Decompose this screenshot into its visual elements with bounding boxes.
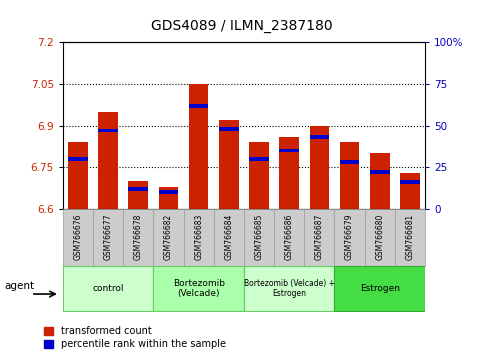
Bar [310, 136, 329, 139]
Text: GSM766684: GSM766684 [224, 213, 233, 260]
Bar [249, 157, 269, 161]
Bar [370, 153, 390, 209]
Bar [98, 129, 118, 132]
FancyBboxPatch shape [365, 209, 395, 266]
Text: GSM766676: GSM766676 [73, 213, 83, 260]
Bar [68, 157, 88, 161]
FancyBboxPatch shape [274, 209, 304, 266]
Bar [219, 127, 239, 131]
FancyBboxPatch shape [213, 209, 244, 266]
FancyBboxPatch shape [304, 209, 334, 266]
Bar [310, 126, 329, 209]
Bar [158, 187, 178, 209]
Text: GSM766677: GSM766677 [103, 213, 113, 260]
Text: GSM766686: GSM766686 [284, 213, 294, 260]
Text: GSM766679: GSM766679 [345, 213, 354, 260]
Text: GSM766687: GSM766687 [315, 213, 324, 260]
FancyBboxPatch shape [244, 267, 334, 310]
Bar [98, 112, 118, 209]
Text: GSM766685: GSM766685 [255, 213, 264, 260]
Text: GSM766678: GSM766678 [134, 213, 143, 260]
FancyBboxPatch shape [63, 267, 425, 310]
Bar [189, 84, 209, 209]
Text: GSM766682: GSM766682 [164, 213, 173, 259]
FancyBboxPatch shape [63, 209, 93, 266]
Text: GSM766680: GSM766680 [375, 213, 384, 260]
Text: agent: agent [5, 281, 35, 291]
Bar [249, 142, 269, 209]
Bar [400, 173, 420, 209]
Bar [279, 137, 299, 209]
Text: Bortezomib
(Velcade): Bortezomib (Velcade) [172, 279, 225, 298]
FancyBboxPatch shape [334, 267, 425, 310]
Bar [128, 187, 148, 191]
Bar [68, 142, 88, 209]
Bar [370, 170, 390, 174]
Text: GDS4089 / ILMN_2387180: GDS4089 / ILMN_2387180 [151, 19, 332, 34]
Text: GSM766681: GSM766681 [405, 213, 414, 259]
FancyBboxPatch shape [63, 267, 154, 310]
Bar [128, 181, 148, 209]
FancyBboxPatch shape [334, 209, 365, 266]
Text: GSM766683: GSM766683 [194, 213, 203, 260]
Text: Estrogen: Estrogen [360, 284, 400, 293]
FancyBboxPatch shape [93, 209, 123, 266]
Legend: transformed count, percentile rank within the sample: transformed count, percentile rank withi… [43, 326, 226, 349]
Text: control: control [92, 284, 124, 293]
FancyBboxPatch shape [395, 209, 425, 266]
Text: Bortezomib (Velcade) +
Estrogen: Bortezomib (Velcade) + Estrogen [244, 279, 335, 298]
FancyBboxPatch shape [244, 209, 274, 266]
Bar [340, 160, 359, 164]
Bar [158, 190, 178, 194]
Bar [219, 120, 239, 209]
Bar [279, 149, 299, 153]
FancyBboxPatch shape [154, 209, 184, 266]
FancyBboxPatch shape [154, 267, 244, 310]
FancyBboxPatch shape [184, 209, 213, 266]
FancyBboxPatch shape [123, 209, 154, 266]
Bar [189, 104, 209, 108]
Bar [400, 181, 420, 184]
Bar [340, 142, 359, 209]
